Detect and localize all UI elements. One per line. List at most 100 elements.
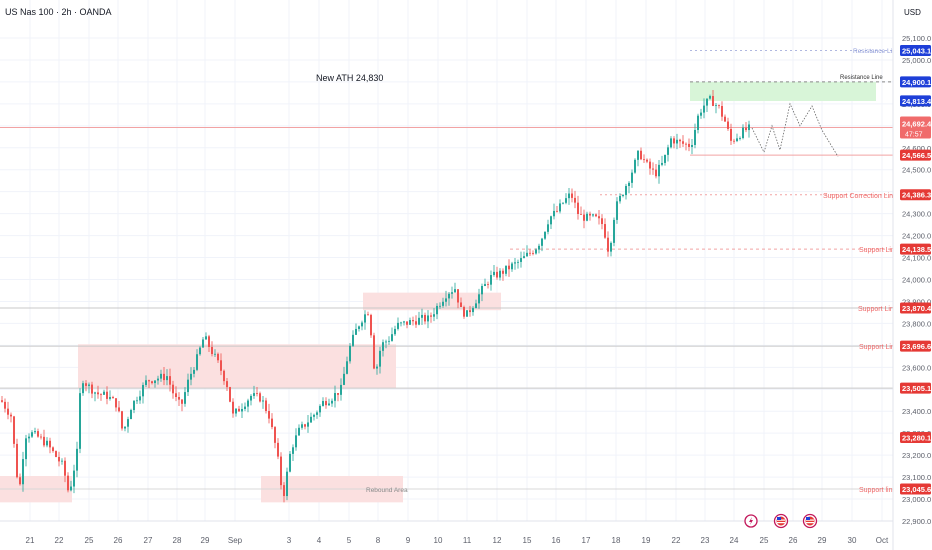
candle-body [217,353,219,361]
candle [127,416,129,433]
candle [355,323,357,335]
candle-body [4,401,6,409]
candle-body [541,238,543,246]
candle [37,428,39,438]
candle-body [280,456,282,486]
candle [379,346,381,374]
candle [4,398,6,413]
candle [67,472,69,493]
candle-body [613,219,615,243]
candle [523,251,525,259]
candle-body [484,284,486,286]
candle [286,467,288,501]
candle-body [499,270,501,278]
candle [10,412,12,423]
candle-body [40,436,42,438]
candle [661,155,663,167]
candle-body [247,400,249,407]
candle [595,213,597,218]
candle [601,214,603,230]
tag-s6-text: 23,280.1 [902,434,931,443]
candle [70,480,72,492]
candle [247,398,249,413]
candle [508,259,510,277]
candle-body [400,322,402,324]
candle-body [478,294,480,304]
candle-body [181,399,183,404]
candle [562,202,564,205]
candle [85,380,87,392]
tag-r3-text: 24,813.4 [902,97,932,106]
candle-body [742,127,744,139]
candle-body [187,379,189,393]
candle-body [547,224,549,232]
candle-body [76,448,78,471]
candle-body [415,321,417,325]
x-tick-label: 16 [552,536,561,545]
candle-body [340,384,342,395]
candle [106,386,108,405]
candle-body [352,334,354,346]
candle [640,147,642,161]
candle-body [124,426,126,429]
x-tick-label: 24 [730,536,739,545]
candle [694,123,696,149]
candle [322,397,324,407]
lightning-icon[interactable] [744,514,758,528]
candle [691,138,693,155]
candle [163,366,165,386]
support-correction-label: Support Correction Line [823,193,897,200]
candle [52,446,54,453]
candle-body [403,321,405,323]
candle-body [169,376,171,385]
support-line-2-label: Support Line [858,306,898,313]
candle [235,408,237,417]
candle [310,412,312,423]
candle-body [442,301,444,306]
candle-body [715,105,717,107]
candle [469,305,471,317]
candle-body [256,393,258,394]
projection-zigzag [751,102,839,157]
candle-body [328,403,330,406]
candle [703,98,705,119]
candle-body [136,400,138,402]
candle-body [229,387,231,402]
candle-body [598,216,600,219]
candle-body [64,460,66,476]
candle-body [673,138,675,144]
candle-body [31,432,33,437]
candle-body [472,308,474,313]
candle-body [658,164,660,177]
candle-body [646,159,648,162]
candle [682,135,684,147]
candle-body [544,231,546,239]
tag-s5: 23,505.1 [900,382,931,394]
candle-body [505,265,507,274]
candle-body [721,106,723,117]
candle-body [664,154,666,163]
candle-body [73,470,75,487]
candle-body [106,391,108,399]
candle [586,211,588,222]
candle [19,473,21,486]
candle [43,429,45,448]
candle [712,89,714,107]
candle-body [391,334,393,341]
candle-body [88,384,90,386]
candle [316,410,318,419]
candle [424,312,426,325]
candle-body [253,393,255,396]
us-flag-icon[interactable] [773,513,789,529]
candle-body [25,438,27,460]
candle [577,195,579,220]
candle-body [688,143,690,147]
candle-body [268,410,270,419]
candle-body [79,393,81,449]
candle [343,366,345,386]
tag-r3: 24,813.4 [900,95,932,107]
us-flag-icon[interactable] [802,513,818,529]
candle-body [292,447,294,454]
candle-body [43,436,45,446]
